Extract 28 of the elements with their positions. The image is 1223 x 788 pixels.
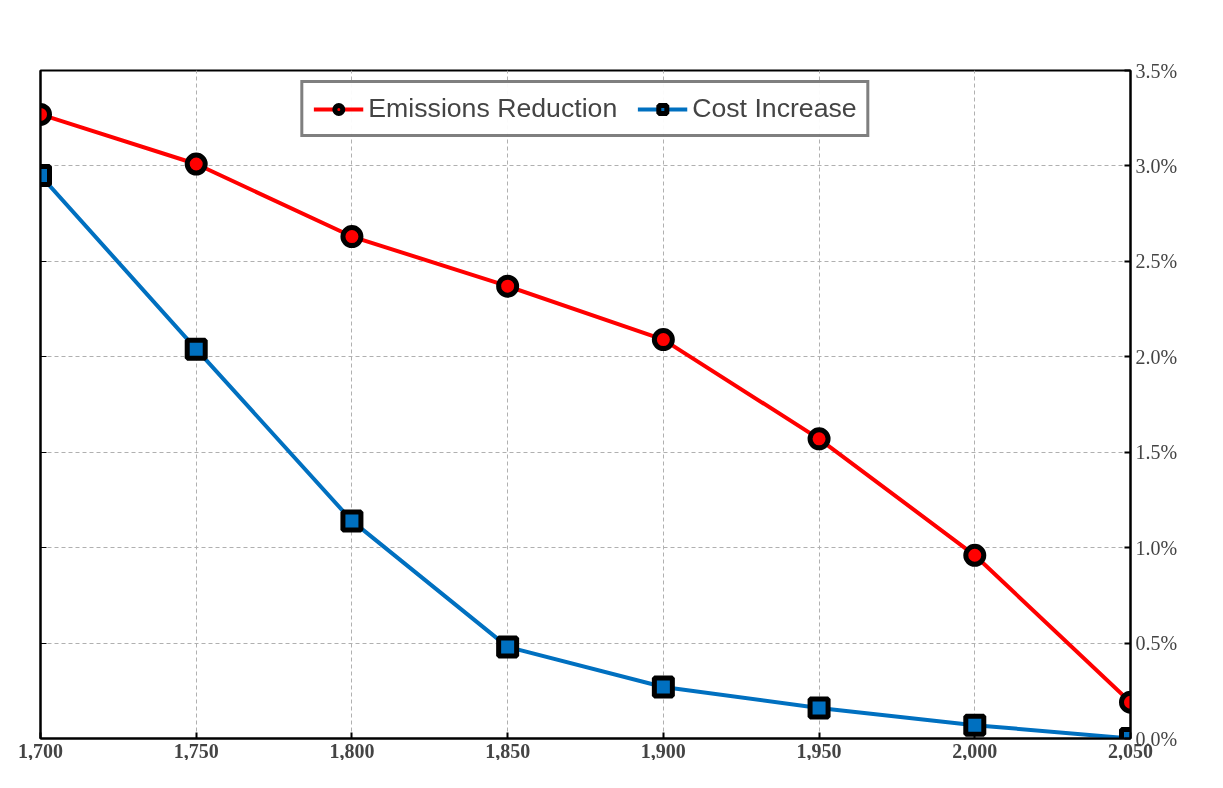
x-tick-label: 2,000 [952,739,998,762]
y-tick-label: 1.0% [1135,536,1178,559]
x-tick-label: 1,950 [796,739,842,762]
point [340,509,364,533]
point [807,696,831,720]
point [184,337,208,361]
x-tick-label: 1,700 [18,739,63,762]
x-tick-label: 1,750 [173,739,219,762]
x-tick-label: 1,900 [640,739,686,762]
y-tick-label: 3.5% [1135,59,1178,82]
legend-label: Emissions Reduction [368,93,618,124]
y-tick-label: 1.5% [1135,441,1178,464]
point [496,635,520,659]
point [963,543,987,567]
y-tick-label: 2.5% [1135,250,1178,273]
x-tick-label: 1,800 [329,739,375,762]
y-tick-label: 2.0% [1135,345,1178,368]
point [651,675,675,699]
y-tick-label: 3.0% [1135,154,1178,177]
point [963,713,987,737]
point [651,328,675,352]
point [184,152,208,176]
point [496,274,520,298]
legend-label: Cost Increase [692,93,857,124]
point [340,225,364,249]
x-tick-label: 1,850 [485,739,531,762]
point [807,427,831,451]
y-tick-label: 0.5% [1135,632,1178,655]
